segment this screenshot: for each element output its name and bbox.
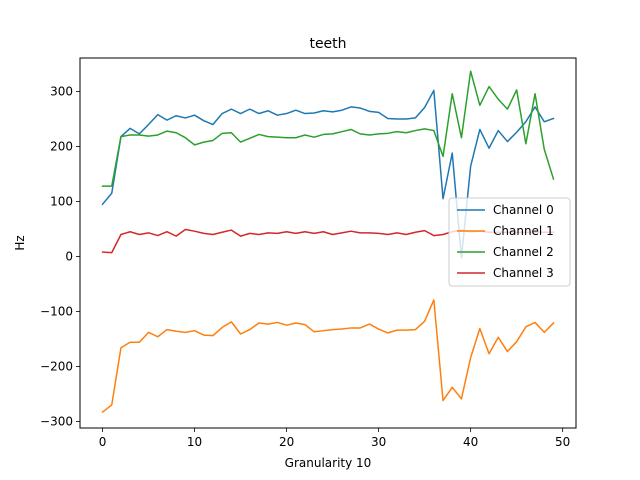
series-line-channel-2 <box>101 70 555 187</box>
plot-frame <box>79 57 577 429</box>
x-axis-label: Granularity 10 <box>285 456 372 470</box>
y-tick-label: 300 <box>50 85 73 99</box>
legend-label-channel-2: Channel 2 <box>493 245 554 259</box>
y-tick-label: −100 <box>40 304 73 318</box>
x-tick-label: 10 <box>187 435 202 449</box>
legend-box <box>448 197 571 287</box>
y-tick-label: −300 <box>40 414 73 428</box>
series-line-channel-1 <box>101 299 555 414</box>
y-tick-label: 200 <box>50 140 73 154</box>
series-line-channel-0 <box>101 89 555 259</box>
y-axis-label: Hz <box>13 235 27 250</box>
legend-label-channel-0: Channel 0 <box>493 203 554 217</box>
x-tick-label: 30 <box>371 435 386 449</box>
x-tick-label: 0 <box>99 435 107 449</box>
legend-label-channel-1: Channel 1 <box>493 224 554 238</box>
y-tick-label: 0 <box>65 249 73 263</box>
x-tick-label: 50 <box>555 435 570 449</box>
y-tick-label: −200 <box>40 359 73 373</box>
series-layer <box>101 70 555 414</box>
x-tick-label: 20 <box>279 435 294 449</box>
tick-layer: 0 10 20 30 40 50 −300 −200 −100 0 100 200 300 <box>40 85 570 449</box>
x-tick-label: 40 <box>463 435 478 449</box>
legend-label-channel-3: Channel 3 <box>493 266 554 280</box>
y-tick-label: 100 <box>50 194 73 208</box>
legend: Channel 0 Channel 1 Channel 2 Channel 3 <box>448 197 571 287</box>
chart-title: teeth <box>309 36 346 52</box>
